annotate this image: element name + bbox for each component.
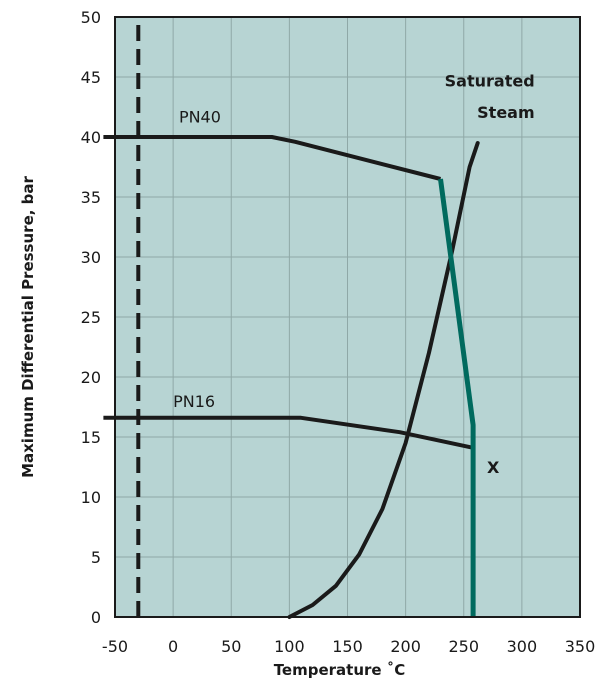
annotation-label: Steam xyxy=(477,103,535,122)
y-tick-label: 10 xyxy=(81,488,101,507)
x-tick-label: 0 xyxy=(168,637,178,656)
annotation-label: Saturated xyxy=(445,72,535,91)
annotations: PN40 PN16 Saturated Steam X xyxy=(173,72,535,477)
series-line-pn16 xyxy=(103,415,474,450)
series-line-saturated-steam xyxy=(287,141,480,619)
y-tick-label: 35 xyxy=(81,188,101,207)
y-tick-label: 30 xyxy=(81,248,101,267)
y-tick-label: 25 xyxy=(81,308,101,327)
y-tick-label: 5 xyxy=(91,548,101,567)
x-tick-label: 350 xyxy=(565,637,596,656)
annotation-label: PN40 xyxy=(179,108,221,127)
annotation-label: PN16 xyxy=(173,392,215,411)
series-lines xyxy=(103,17,480,619)
y-tick-label: 0 xyxy=(91,608,101,627)
annotation-label: X xyxy=(487,458,500,477)
x-tick-label: -50 xyxy=(102,637,128,656)
y-tick-labels: 0 5 10 15 20 25 30 35 40 45 50 xyxy=(81,8,101,627)
plot-border xyxy=(114,16,581,618)
y-tick-label: 15 xyxy=(81,428,101,447)
x-tick-label: 200 xyxy=(390,637,421,656)
y-tick-label: 40 xyxy=(81,128,101,147)
x-tick-label: 150 xyxy=(332,637,363,656)
y-axis-title: Maximum Differential Pressure, bar xyxy=(19,175,37,477)
x-tick-label: 250 xyxy=(448,637,479,656)
series-line-max-temperature-limit xyxy=(438,178,476,617)
x-tick-label: 50 xyxy=(221,637,241,656)
x-axis-title: Temperature ˚C xyxy=(274,661,406,679)
y-tick-label: 45 xyxy=(81,68,101,87)
x-tick-label: 100 xyxy=(274,637,305,656)
x-tick-label: 300 xyxy=(507,637,538,656)
x-tick-labels: -50 0 50 100 150 200 250 300 350 xyxy=(102,637,595,656)
y-tick-label: 50 xyxy=(81,8,101,27)
series-line-pn40 xyxy=(103,135,441,181)
y-tick-label: 20 xyxy=(81,368,101,387)
